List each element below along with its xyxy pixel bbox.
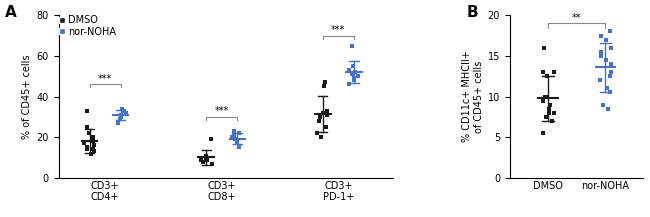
Point <box>202 158 213 161</box>
Point <box>315 115 326 119</box>
Point <box>88 135 98 139</box>
Point <box>347 72 358 76</box>
Point <box>347 44 358 48</box>
Point <box>201 154 211 157</box>
Text: ***: *** <box>214 106 229 116</box>
Point <box>196 156 206 159</box>
Point <box>348 64 358 68</box>
Point <box>79 142 90 145</box>
Point <box>88 150 99 153</box>
Point <box>597 103 608 106</box>
Point <box>198 160 208 163</box>
Point <box>549 111 560 115</box>
Point <box>544 107 554 110</box>
Point <box>545 103 555 106</box>
Point <box>86 152 96 155</box>
Point <box>121 111 131 115</box>
Point <box>232 140 242 143</box>
Point <box>595 79 606 82</box>
Point <box>229 129 239 133</box>
Point <box>205 138 216 141</box>
Point <box>87 148 98 151</box>
Point <box>604 74 615 78</box>
Point <box>605 30 616 33</box>
Text: B: B <box>467 5 478 20</box>
Point <box>119 109 129 113</box>
Point <box>320 81 331 84</box>
Point <box>541 115 552 119</box>
Point <box>116 113 127 117</box>
Point <box>84 132 94 135</box>
Point <box>82 146 92 149</box>
Point <box>229 133 239 137</box>
Point <box>322 113 332 117</box>
Point <box>88 144 99 147</box>
Point <box>234 132 244 135</box>
Point <box>549 70 560 74</box>
Y-axis label: % CD11c+ MHCII+
of CD45+ cells: % CD11c+ MHCII+ of CD45+ cells <box>462 51 484 142</box>
Legend: DMSO, nor-NOHA: DMSO, nor-NOHA <box>58 15 116 37</box>
Point <box>113 121 124 125</box>
Point <box>606 62 616 66</box>
Point <box>83 125 93 129</box>
Point <box>350 70 360 74</box>
Point <box>542 95 552 98</box>
Text: A: A <box>5 5 17 20</box>
Point <box>538 99 549 102</box>
Text: **: ** <box>572 13 581 23</box>
Point <box>321 109 332 113</box>
Point <box>539 46 549 49</box>
Point <box>117 107 127 110</box>
Point <box>196 158 207 161</box>
Point <box>115 117 125 121</box>
Point <box>344 83 355 86</box>
Point <box>349 77 359 80</box>
Point <box>601 58 612 62</box>
Point <box>596 50 606 54</box>
Y-axis label: % of CD45+ cells: % of CD45+ cells <box>22 54 32 139</box>
Point <box>603 107 613 110</box>
Point <box>81 148 92 151</box>
Point <box>321 125 332 129</box>
Point <box>545 103 556 106</box>
Point <box>206 162 216 165</box>
Point <box>229 138 240 141</box>
Point <box>540 95 550 98</box>
Point <box>198 160 208 163</box>
Point <box>538 70 548 74</box>
Text: ***: *** <box>332 25 346 35</box>
Point <box>201 156 211 159</box>
Point <box>605 91 616 94</box>
Point <box>312 132 322 135</box>
Point <box>606 46 616 49</box>
Point <box>541 74 552 78</box>
Point <box>547 119 558 123</box>
Point <box>544 111 554 115</box>
Point <box>233 146 244 149</box>
Point <box>316 135 326 139</box>
Point <box>232 142 242 145</box>
Point <box>344 68 354 72</box>
Point <box>116 115 126 119</box>
Point <box>606 70 616 74</box>
Point <box>596 34 606 37</box>
Point <box>603 87 613 90</box>
Point <box>318 111 328 115</box>
Point <box>595 54 606 58</box>
Point <box>349 79 359 82</box>
Point <box>88 140 98 143</box>
Point <box>601 38 611 41</box>
Point <box>353 74 363 78</box>
Point <box>319 85 330 88</box>
Text: ***: *** <box>98 74 112 84</box>
Point <box>82 109 92 113</box>
Point <box>314 119 324 123</box>
Point <box>227 135 237 139</box>
Point <box>538 132 549 135</box>
